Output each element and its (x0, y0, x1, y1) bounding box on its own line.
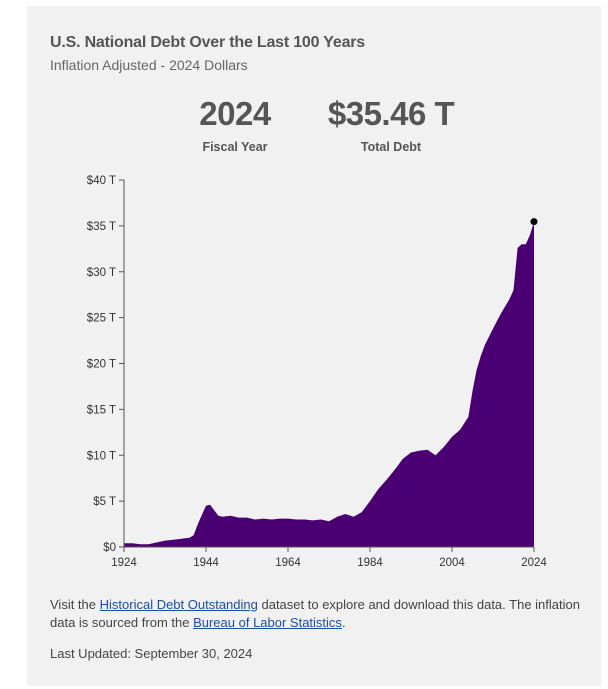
chart-card: U.S. National Debt Over the Last 100 Yea… (27, 6, 601, 686)
debt-area-chart[interactable]: $0 $5 T $10 T $15 T $20 T $25 T $30 T $35 T $40 … (27, 166, 601, 586)
note-middle: dataset to explore and download this dat… (50, 597, 580, 630)
historical-debt-link[interactable]: Historical Debt Outstanding (99, 597, 258, 612)
y-tick-label: $40 T (87, 175, 116, 187)
source-note: Visit the Historical Debt Outstanding da… (50, 596, 580, 632)
page-title: U.S. National Debt Over the Last 100 Yea… (50, 34, 365, 51)
y-tick-label: $25 T (87, 313, 116, 325)
total-debt-value: $35.46 T (327, 95, 455, 132)
x-tick-label: 1924 (111, 557, 137, 569)
x-tick-label: 1964 (275, 557, 301, 569)
y-tick-label: $10 T (87, 450, 116, 462)
last-updated: Last Updated: September 30, 2024 (50, 646, 253, 661)
y-tick-label: $5 T (93, 496, 116, 508)
x-tick-label: 1984 (357, 557, 383, 569)
x-tick-label: 2024 (521, 557, 547, 569)
note-prefix: Visit the (50, 597, 100, 612)
y-tick-label: $15 T (87, 404, 116, 416)
y-tick-label: $20 T (87, 359, 116, 371)
page-subtitle: Inflation Adjusted - 2024 Dollars (50, 57, 248, 73)
fiscal-year-value: 2024 (199, 95, 271, 132)
y-tick-label: $35 T (87, 221, 116, 233)
bls-link[interactable]: Bureau of Labor Statistics (193, 615, 342, 630)
debt-area-series (124, 221, 534, 547)
y-tick-label: $30 T (87, 267, 116, 279)
fiscal-year-kpi: 2024 Fiscal Year (195, 94, 275, 154)
x-tick-label: 1944 (193, 557, 219, 569)
note-suffix: . (341, 615, 346, 630)
y-tick-label: $0 (103, 542, 116, 554)
x-tick-label: 2004 (439, 557, 465, 569)
fiscal-year-label: Fiscal Year (202, 140, 268, 154)
total-debt-kpi: $35.46 T Total Debt (319, 94, 463, 154)
total-debt-label: Total Debt (360, 140, 422, 154)
latest-value-marker (530, 218, 538, 226)
